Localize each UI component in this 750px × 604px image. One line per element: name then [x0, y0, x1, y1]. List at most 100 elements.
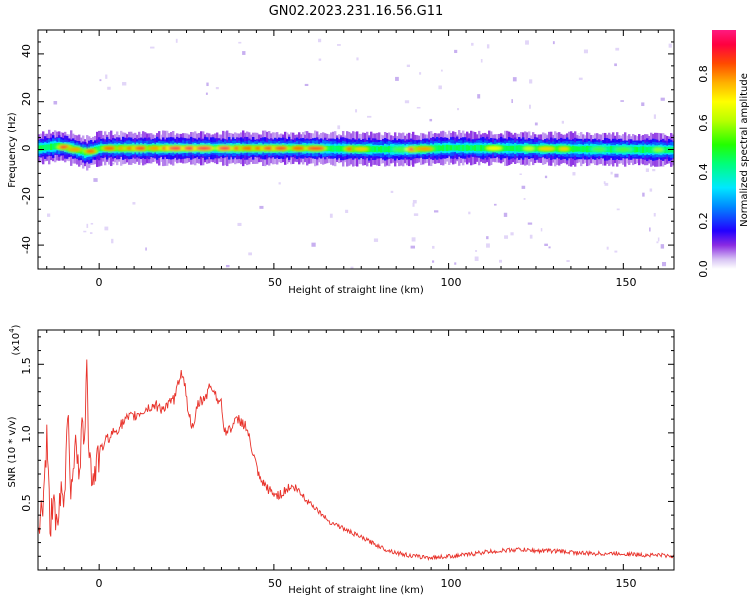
noise-speck: [661, 261, 667, 267]
spectrogram-ytick-m20: -20: [20, 187, 33, 205]
band-column: [586, 145, 589, 153]
band-column: [458, 144, 461, 151]
noise-speck: [523, 197, 526, 200]
noise-speck: [529, 234, 533, 239]
noise-speck: [111, 238, 114, 244]
noise-speck: [471, 42, 474, 46]
noise-speck: [540, 228, 543, 232]
band-column: [578, 146, 581, 152]
band-column: [330, 145, 333, 152]
noise-speck: [486, 236, 489, 240]
noise-speck: [242, 51, 246, 55]
noise-speck: [544, 243, 548, 246]
noise-speck: [413, 213, 419, 216]
band-column: [638, 146, 641, 153]
band-column: [462, 144, 465, 151]
noise-speck: [614, 173, 619, 178]
noise-speck: [105, 74, 108, 79]
snr-xlabel: Height of straight line (km): [288, 585, 424, 596]
band-column: [328, 146, 331, 152]
spectrogram-ytick-40: 40: [20, 44, 33, 58]
band-column: [648, 146, 651, 153]
noise-speck: [454, 49, 458, 54]
spectrogram-ytick-m40: -40: [20, 236, 33, 254]
noise-speck: [486, 243, 490, 248]
noise-speck: [329, 213, 333, 218]
noise-speck: [350, 266, 354, 269]
snr-ytick-15: 1.5: [20, 357, 33, 375]
band-column: [508, 145, 511, 151]
band-column: [382, 146, 385, 153]
noise-speck: [521, 185, 526, 189]
noise-speck: [355, 109, 358, 113]
band-column: [642, 146, 645, 153]
band-column: [460, 144, 463, 151]
noise-speck: [278, 182, 281, 185]
noise-speck: [86, 223, 89, 228]
noise-speck: [561, 120, 564, 124]
band-column: [46, 144, 49, 151]
colorbar-tick-4: 0.8: [697, 65, 710, 83]
band-column: [446, 144, 449, 152]
band-column: [378, 146, 381, 152]
noise-speck: [457, 108, 460, 111]
noise-speck: [83, 230, 87, 233]
noise-speck: [416, 106, 421, 109]
colorbar: 0.0 0.2 0.4 0.6 0.8 Normalized spectral …: [697, 30, 750, 278]
noise-speck: [603, 181, 606, 185]
band-column: [48, 144, 51, 150]
band-peak: [183, 146, 197, 151]
noise-speck: [548, 246, 551, 249]
noise-speck: [510, 232, 514, 236]
noise-speck: [412, 199, 417, 204]
noise-speck: [145, 247, 147, 251]
band-peak: [354, 147, 369, 151]
spectrogram-panel: 0 50 100 150 -40 -20 0 20 40 Height of s…: [7, 29, 675, 296]
band-peak: [134, 146, 148, 151]
band-column: [52, 143, 55, 150]
noise-speck: [237, 222, 242, 226]
noise-speck: [318, 38, 322, 43]
noise-speck: [504, 235, 509, 239]
band-column: [640, 146, 643, 153]
band-column: [504, 145, 507, 152]
noise-speck: [406, 64, 410, 68]
band-column: [476, 144, 479, 152]
noise-speck: [529, 79, 533, 84]
noise-speck: [93, 178, 98, 182]
noise-speck: [527, 222, 533, 225]
noise-speck: [519, 173, 522, 175]
band-column: [456, 145, 459, 151]
noise-speck: [614, 250, 618, 253]
band-column: [386, 146, 389, 153]
snr-xtick-50: 50: [268, 577, 282, 590]
band-column: [336, 145, 339, 152]
band-column: [468, 145, 471, 151]
noise-speck: [534, 122, 538, 126]
band-column: [44, 144, 47, 151]
colorbar-label: Normalized spectral amplitude: [739, 73, 750, 227]
noise-speck: [99, 79, 102, 82]
band-column: [50, 143, 53, 151]
band-peak: [393, 147, 407, 152]
noise-speck: [511, 99, 513, 104]
snr-ytick-10: 1.0: [20, 425, 33, 443]
band-column: [40, 145, 43, 151]
noise-speck: [656, 241, 659, 244]
band-peak: [592, 147, 606, 152]
band-column: [448, 145, 451, 151]
spectrogram-xtick-100: 100: [441, 276, 462, 289]
noise-speck: [47, 213, 51, 217]
noise-speck: [104, 226, 109, 231]
band-column: [478, 145, 481, 152]
noise-speck: [499, 259, 503, 263]
noise-speck: [645, 168, 649, 172]
band-peak: [102, 146, 117, 151]
band-column: [98, 146, 101, 152]
noise-speck: [390, 190, 394, 193]
band-peak: [168, 146, 184, 151]
noise-speck: [474, 256, 479, 261]
noise-speck: [572, 172, 576, 176]
noise-speck: [318, 58, 322, 61]
